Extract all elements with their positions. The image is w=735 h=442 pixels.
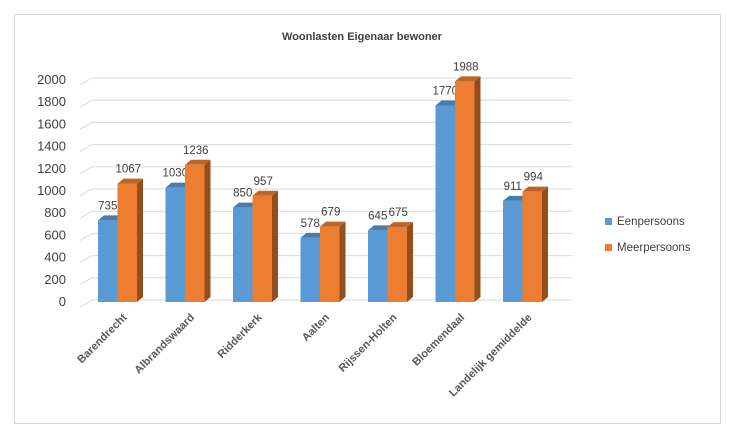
bar-eenpersoons (503, 200, 523, 302)
gridline-depth (79, 188, 93, 197)
bar-side (474, 76, 481, 302)
chart-frame (14, 14, 721, 424)
bar-side (407, 222, 413, 302)
data-label: 1988 (453, 61, 479, 73)
gridline-depth (79, 255, 93, 264)
data-label: 850 (233, 188, 252, 200)
gridline-depth (79, 99, 93, 108)
bar-eenpersoons (435, 105, 455, 302)
data-label: 994 (524, 172, 544, 184)
gridline-depth (79, 299, 93, 308)
bar-meerpersoons (455, 81, 475, 302)
y-tick-label: 1400 (37, 139, 66, 154)
x-tick-label: Rijssen-Holten (337, 311, 400, 374)
y-tick-label: 800 (44, 205, 66, 220)
x-tick-label: Bloemendaal (410, 312, 467, 369)
data-label: 675 (389, 207, 408, 219)
legend-label: Eenpersoons (617, 216, 685, 228)
data-label: 578 (301, 218, 320, 230)
data-label: 1030 (162, 168, 188, 180)
gridline-depth (79, 232, 93, 241)
bar-top (387, 222, 413, 228)
bar-top (368, 225, 394, 231)
bar-side (272, 190, 278, 302)
bar-eenpersoons (165, 187, 185, 302)
gridline-depth (79, 210, 93, 219)
bar-top (185, 159, 211, 165)
bar-side (339, 221, 346, 302)
bar-meerpersoons (387, 227, 407, 302)
bar-side (204, 159, 211, 302)
legend-swatch (605, 244, 612, 251)
bar-meerpersoons (522, 191, 542, 302)
bar-top (98, 215, 124, 221)
bar-top (435, 100, 461, 106)
data-label: 911 (504, 181, 522, 193)
bar-meerpersoons (320, 226, 340, 302)
x-tick-label: Aalten (300, 311, 332, 343)
gridline-depth (79, 277, 93, 286)
bar-eenpersoons (300, 237, 320, 302)
bar-eenpersoons (233, 207, 253, 302)
bar-top (455, 76, 481, 82)
bar-eenpersoons (368, 230, 388, 302)
data-label: 645 (368, 210, 387, 222)
gridline-depth (79, 121, 93, 130)
bar-top (165, 182, 191, 188)
bar-meerpersoons (252, 195, 272, 302)
x-tick-label: Barendrecht (75, 311, 130, 366)
bar-top (300, 232, 326, 238)
bar-top (117, 178, 143, 184)
bar-side (542, 186, 548, 302)
bar-top (503, 195, 529, 201)
chart-title: Woonlasten Eigenaar bewoner (282, 31, 443, 43)
data-label: 1770 (432, 86, 458, 98)
y-tick-label: 1200 (37, 161, 66, 176)
y-tick-label: 1600 (37, 116, 66, 131)
legend-swatch (605, 218, 612, 225)
data-label: 679 (321, 207, 340, 219)
y-tick-label: 600 (44, 227, 66, 242)
y-tick-label: 0 (59, 294, 66, 309)
data-label: 1236 (183, 145, 209, 157)
bar-side (137, 178, 143, 302)
bar-top (252, 190, 278, 196)
y-tick-label: 1800 (37, 94, 66, 109)
bar-top (233, 202, 259, 208)
x-tick-label: Ridderkerk (215, 311, 265, 361)
data-label: 735 (98, 200, 117, 212)
y-tick-label: 2000 (37, 72, 66, 87)
bar-meerpersoons (117, 183, 137, 302)
bar-meerpersoons (185, 164, 205, 302)
y-tick-label: 400 (44, 250, 66, 265)
data-label: 957 (254, 176, 273, 188)
y-tick-label: 200 (44, 272, 66, 287)
gridline-depth (79, 77, 93, 86)
bar-eenpersoons (98, 220, 118, 302)
x-tick-label: Albrandswaard (132, 312, 197, 377)
bar-top (320, 221, 346, 227)
gridline-depth (79, 144, 93, 153)
bar-top (522, 186, 548, 192)
gridline-depth (79, 166, 93, 175)
y-tick-label: 1000 (37, 183, 66, 198)
legend-label: Meerpersoons (617, 242, 691, 254)
data-label: 1067 (115, 164, 141, 176)
